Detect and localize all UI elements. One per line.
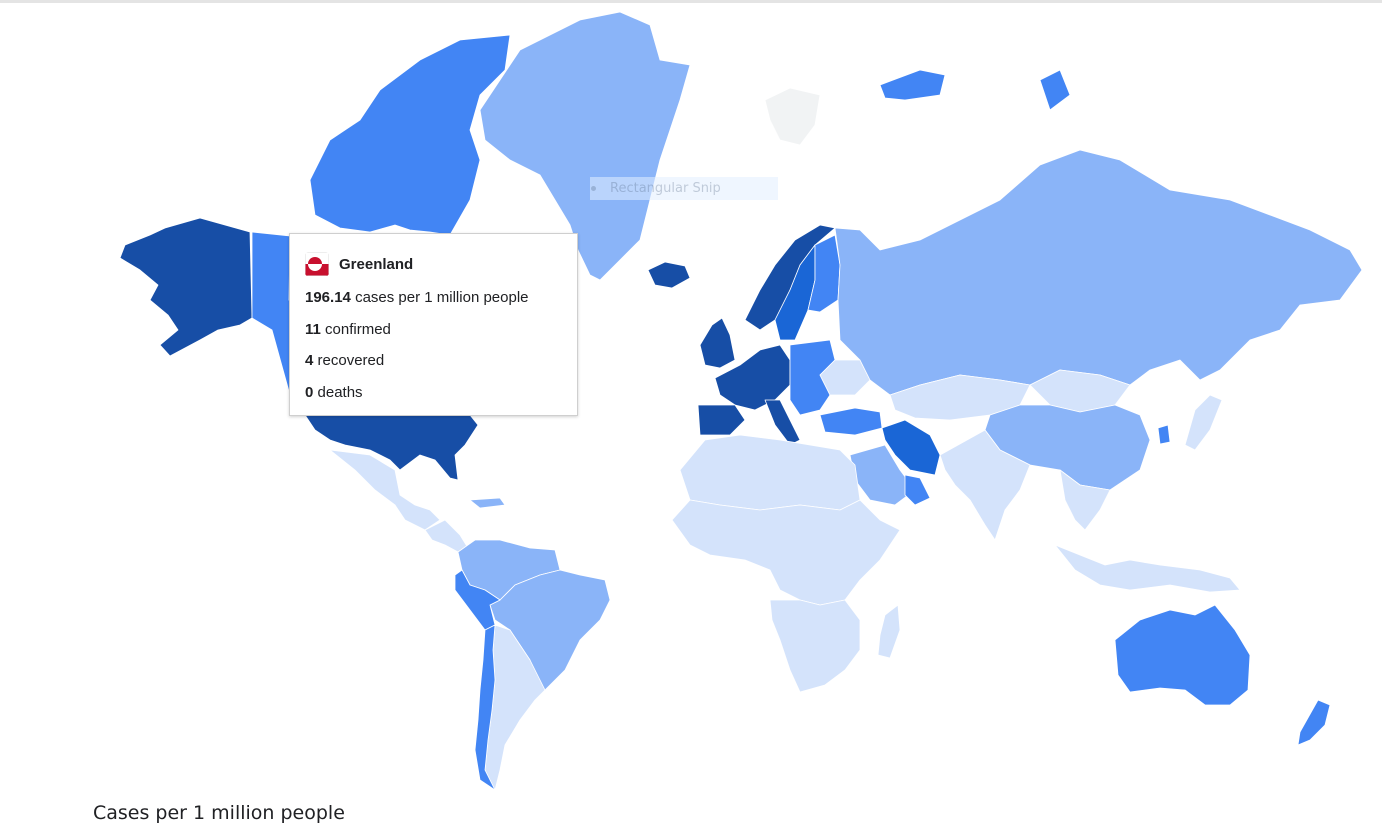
region-alaska[interactable] <box>119 217 253 357</box>
region-russia[interactable] <box>834 149 1363 396</box>
region-australia[interactable] <box>1114 604 1251 706</box>
cases-per-million-label: cases per 1 million people <box>355 289 529 306</box>
confirmed-label: confirmed <box>325 320 391 338</box>
region-india[interactable] <box>939 429 1031 541</box>
region-brazil[interactable] <box>489 569 611 691</box>
region-north-africa[interactable] <box>679 434 861 511</box>
region-svalbard[interactable] <box>764 87 821 146</box>
tooltip-header: Greenland <box>305 250 562 278</box>
tooltip-row-cases-per-million: 196.14 cases per 1 million people <box>305 282 562 314</box>
region-south-korea[interactable] <box>1157 424 1171 445</box>
map-svg[interactable] <box>0 0 1382 800</box>
region-arctic-islands[interactable] <box>879 69 1071 111</box>
region-central-africa[interactable] <box>671 499 901 606</box>
region-iran[interactable] <box>881 419 941 476</box>
region-caribbean[interactable] <box>469 497 506 509</box>
rectangular-snip-overlay: Rectangular Snip <box>590 177 778 200</box>
deaths-value: 0 <box>305 383 314 401</box>
region-madagascar[interactable] <box>877 604 901 659</box>
region-southern-africa[interactable] <box>769 599 861 693</box>
region-spain[interactable] <box>697 404 746 436</box>
region-chile[interactable] <box>474 624 496 791</box>
region-eastern-europe[interactable] <box>789 339 836 416</box>
region-japan[interactable] <box>1184 394 1223 451</box>
tooltip-row-deaths: 0 deaths <box>305 377 562 409</box>
tooltip-country-name: Greenland <box>339 255 414 273</box>
region-iceland[interactable] <box>647 261 691 289</box>
cases-per-million-value: 196.14 <box>305 289 351 306</box>
confirmed-value: 11 <box>305 320 321 338</box>
region-indonesia[interactable] <box>1054 544 1241 593</box>
tooltip-row-confirmed: 11 confirmed <box>305 314 562 346</box>
country-tooltip: Greenland 196.14 cases per 1 million peo… <box>289 233 578 416</box>
region-united-states[interactable] <box>304 414 479 481</box>
world-map[interactable] <box>0 0 1382 800</box>
recovered-value: 4 <box>305 352 314 369</box>
snip-dot-icon <box>591 186 596 191</box>
region-norway[interactable] <box>744 224 836 331</box>
legend-title: Cases per 1 million people <box>93 802 345 824</box>
deaths-label: deaths <box>317 383 363 401</box>
top-border <box>0 0 1382 3</box>
recovered-label: recovered <box>317 352 385 369</box>
region-new-zealand[interactable] <box>1297 699 1331 746</box>
region-turkey[interactable] <box>819 407 883 436</box>
region-mexico[interactable] <box>329 449 441 531</box>
region-southeast-asia[interactable] <box>1059 469 1111 531</box>
region-finland[interactable] <box>807 234 841 313</box>
region-united-kingdom[interactable] <box>699 317 736 369</box>
region-gulf-states[interactable] <box>904 474 931 506</box>
greenland-flag-icon <box>305 252 329 276</box>
region-greenland[interactable] <box>479 11 691 281</box>
snip-label: Rectangular Snip <box>610 181 721 196</box>
region-italy[interactable] <box>764 399 801 446</box>
tooltip-row-recovered: 4 recovered <box>305 345 562 377</box>
